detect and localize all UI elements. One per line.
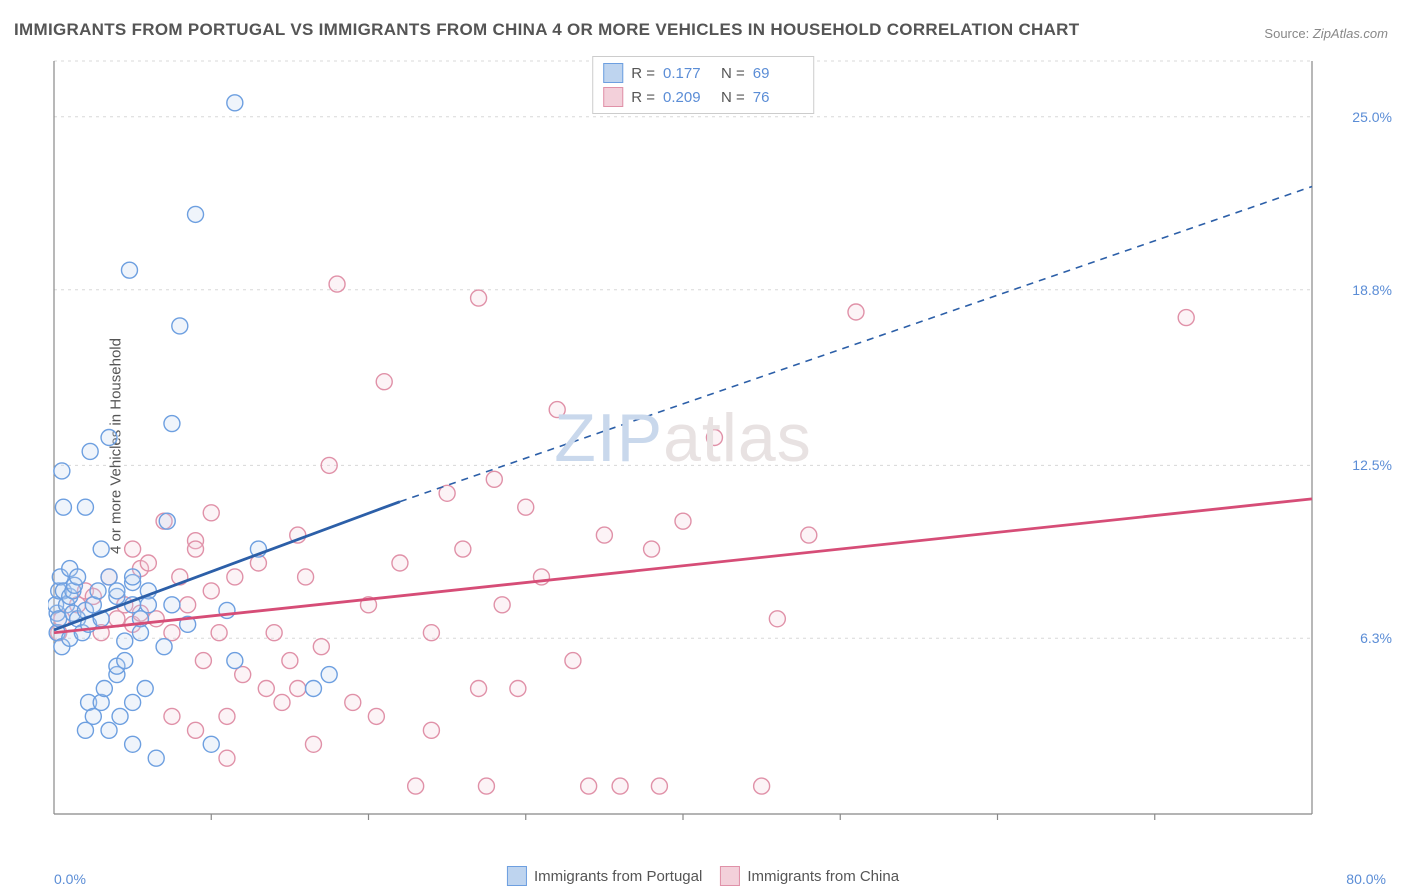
swatch-portugal [603,63,623,83]
legend-item-china: Immigrants from China [720,866,899,886]
legend-row-portugal: R = 0.177 N = 69 [603,61,803,85]
legend-label-portugal: Immigrants from Portugal [534,868,702,885]
source-label: Source: [1264,26,1309,41]
plot-svg [48,55,1318,820]
series-legend: Immigrants from Portugal Immigrants from… [507,866,899,886]
y-tick-label: 6.3% [1360,630,1392,646]
n-label: N = [721,89,745,106]
r-label: R = [631,65,655,82]
chart-title: IMMIGRANTS FROM PORTUGAL VS IMMIGRANTS F… [14,20,1079,40]
r-label: R = [631,89,655,106]
source-credit: Source: ZipAtlas.com [1264,26,1388,41]
legend-item-portugal: Immigrants from Portugal [507,866,702,886]
y-tick-label: 18.8% [1352,282,1392,298]
n-label: N = [721,65,745,82]
n-value-china: 76 [753,89,803,106]
legend-row-china: R = 0.209 N = 76 [603,85,803,109]
y-tick-label: 12.5% [1352,457,1392,473]
swatch-china [603,87,623,107]
swatch-portugal-icon [507,866,527,886]
r-value-china: 0.209 [663,89,713,106]
r-value-portugal: 0.177 [663,65,713,82]
source-value: ZipAtlas.com [1313,26,1388,41]
x-max-label: 80.0% [1346,871,1386,887]
x-min-label: 0.0% [54,871,86,887]
n-value-portugal: 69 [753,65,803,82]
scatter-plot: ZIPatlas [48,55,1318,820]
swatch-china-icon [720,866,740,886]
y-tick-label: 25.0% [1352,109,1392,125]
legend-label-china: Immigrants from China [747,868,899,885]
correlation-legend: R = 0.177 N = 69 R = 0.209 N = 76 [592,56,814,114]
